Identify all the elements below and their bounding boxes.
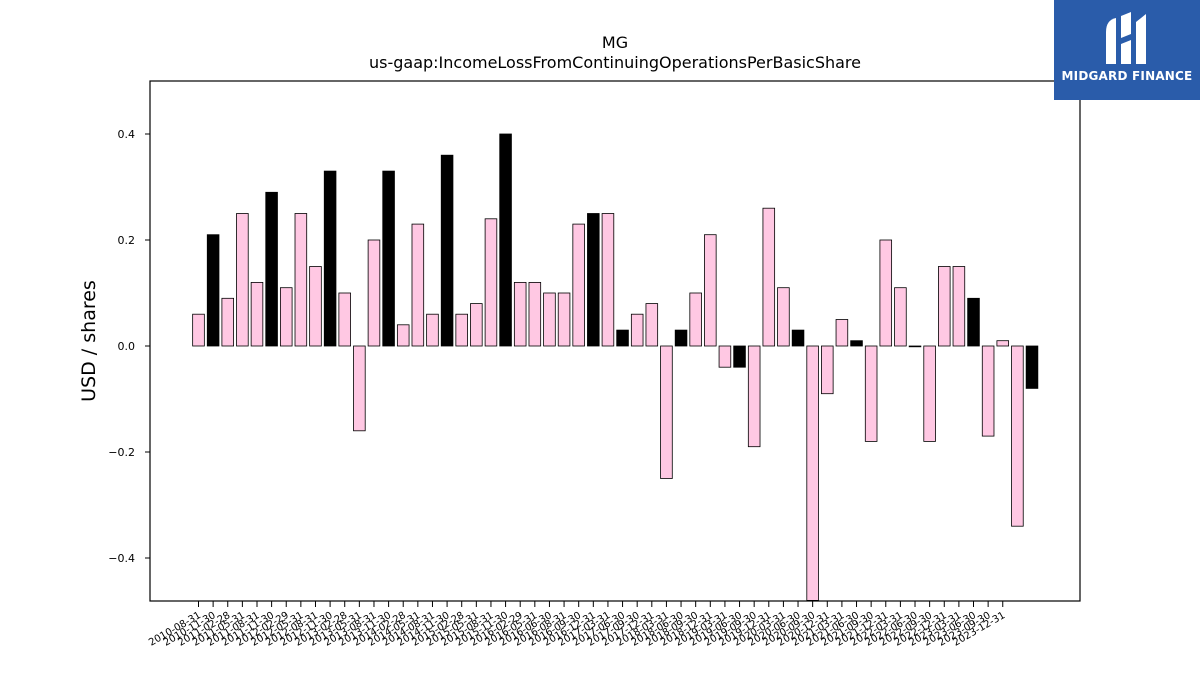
plot-frame: [149, 80, 1081, 602]
bar-series: [192, 133, 1039, 601]
bar-23: [528, 281, 542, 347]
bar-24: [543, 292, 556, 347]
bar-43: [821, 345, 834, 395]
bar-52: [952, 266, 966, 347]
bar-31: [645, 303, 659, 347]
bar-38: [747, 345, 761, 448]
bar-5: [265, 191, 278, 347]
x-axis-ticks: 2010-08-312010-11-302011-02-282011-05-31…: [147, 601, 1007, 649]
bar-4: [250, 281, 264, 347]
y-axis-ticks: −0.4 −0.2 0.0 0.2 0.4: [108, 128, 150, 565]
bar-47: [879, 239, 893, 347]
bar-12: [367, 239, 381, 347]
bar-54: [981, 345, 995, 437]
bar-16: [426, 313, 439, 347]
bar-55: [996, 340, 1010, 347]
bar-42: [806, 345, 819, 601]
bar-56: [1011, 345, 1024, 527]
bar-51: [938, 266, 951, 347]
y-tick-label: −0.4: [108, 552, 135, 565]
bar-49: [908, 345, 922, 348]
bar-0: [192, 313, 205, 347]
bar-1: [206, 234, 220, 347]
bar-19: [470, 303, 483, 347]
y-tick-label: 0.4: [118, 128, 136, 141]
y-tick-label: −0.2: [108, 446, 135, 459]
bar-50: [923, 345, 936, 442]
bar-2: [221, 297, 234, 347]
bar-18: [455, 313, 468, 347]
bar-34: [689, 292, 702, 347]
chart-subtitle: us-gaap:IncomeLossFromContinuingOperatio…: [369, 53, 861, 72]
bar-25: [557, 292, 571, 347]
bar-26: [572, 223, 585, 347]
midgard-finance-logo: MIDGARD FINANCE: [1054, 0, 1200, 100]
bar-28: [601, 213, 615, 347]
bar-36: [718, 345, 732, 368]
bar-32: [660, 345, 673, 479]
bar-29: [616, 329, 629, 347]
bar-40: [777, 287, 790, 347]
bar-8: [309, 266, 322, 347]
bar-27: [587, 213, 600, 347]
bar-30: [630, 313, 644, 347]
bar-10: [338, 292, 351, 347]
y-tick-label: 0.0: [118, 340, 136, 353]
y-tick-label: 0.2: [118, 234, 136, 247]
bar-11: [353, 345, 366, 432]
bar-14: [396, 324, 410, 347]
bar-7: [294, 213, 308, 347]
bar-44: [835, 319, 849, 347]
bar-57: [1025, 345, 1039, 389]
bar-37: [733, 345, 746, 368]
bar-39: [762, 207, 776, 347]
bar-20: [484, 218, 498, 347]
bar-9: [323, 170, 337, 347]
bar-17: [440, 154, 454, 347]
bar-41: [791, 329, 805, 347]
bar-45: [850, 340, 863, 347]
bar-48: [894, 287, 907, 347]
bar-15: [411, 223, 425, 347]
bar-35: [704, 234, 717, 347]
logo-text: MIDGARD FINANCE: [1061, 69, 1193, 83]
bar-13: [382, 170, 395, 347]
chart-title: MG: [602, 33, 628, 52]
bar-21: [499, 133, 512, 347]
bar-22: [513, 281, 527, 347]
midgard-logo-icon: [1106, 12, 1146, 64]
bar-6: [279, 287, 293, 347]
bar-53: [967, 297, 980, 347]
bar-3: [236, 213, 249, 347]
bar-33: [674, 329, 688, 347]
y-axis-label: USD / shares: [78, 280, 100, 402]
bar-46: [864, 345, 878, 442]
